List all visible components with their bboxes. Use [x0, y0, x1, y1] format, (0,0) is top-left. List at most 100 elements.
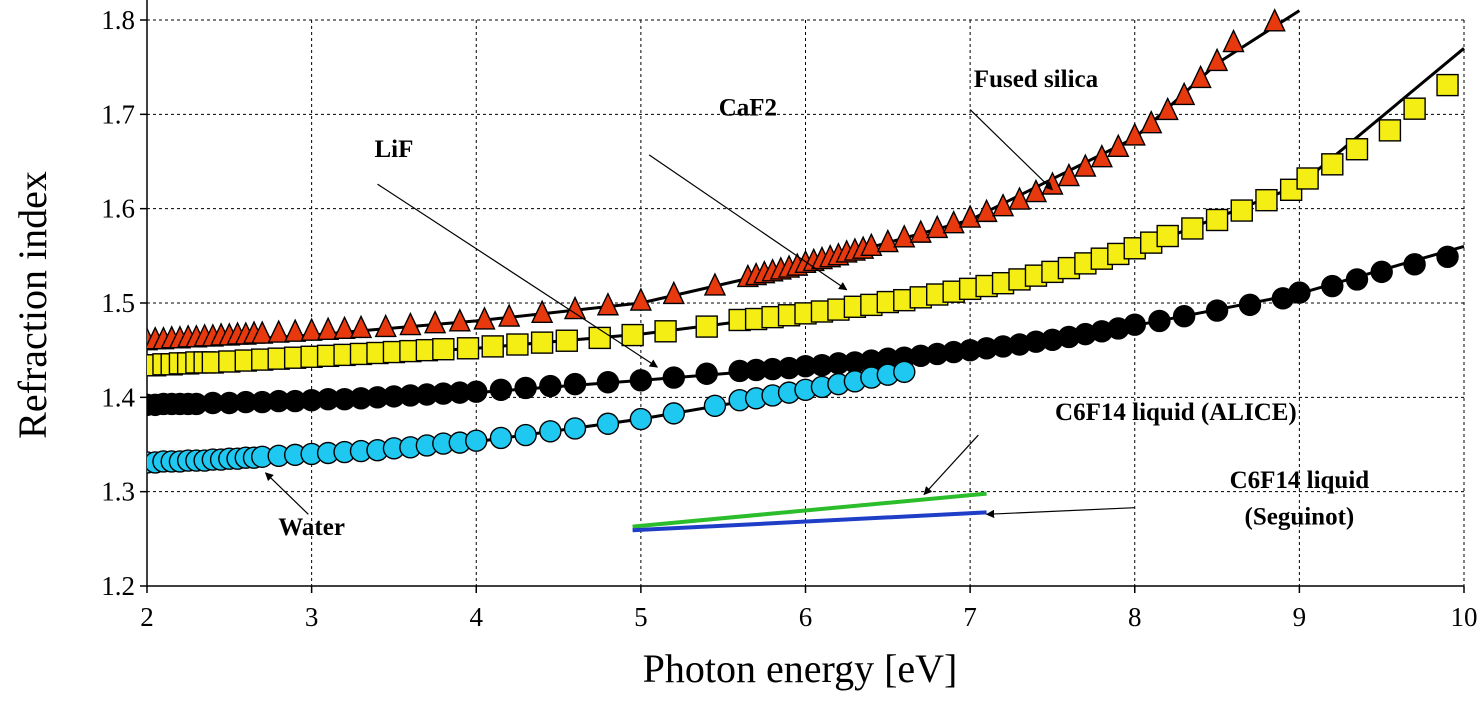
data-point — [621, 323, 644, 347]
data-point — [926, 214, 949, 239]
data-point — [1181, 217, 1204, 240]
data-point — [703, 394, 727, 418]
data-point — [465, 380, 488, 403]
data-point — [876, 228, 899, 253]
x-axis-title: Photon energy [eV] — [643, 646, 958, 691]
annotation-arrow — [923, 434, 979, 496]
data-point — [530, 299, 554, 323]
data-point — [596, 292, 620, 316]
y-tick-label: 1.6 — [101, 194, 135, 224]
data-point — [1057, 162, 1081, 187]
x-tick-label: 3 — [305, 602, 319, 632]
data-point — [1173, 81, 1196, 106]
axes: 2 3 4 5 6 7 8 9 10 1.2 1.3 1.4 1.5 1.6 1.7 1.8 — [101, 0, 1478, 632]
data-point — [1205, 47, 1229, 72]
data-point — [629, 287, 652, 311]
data-point — [465, 429, 488, 452]
fit-curve-ext — [147, 345, 148, 347]
data-point — [514, 376, 537, 400]
data-point — [1140, 110, 1163, 134]
data-point — [563, 372, 587, 396]
data-point — [1321, 274, 1344, 298]
x-tick-label: 7 — [963, 602, 977, 632]
data-point — [1222, 28, 1245, 53]
data-point — [1230, 199, 1253, 222]
y-tick-label: 1.5 — [101, 288, 135, 318]
annotation-arrow — [985, 507, 1135, 519]
data-point — [506, 333, 529, 356]
data-point — [1345, 138, 1369, 161]
data-point — [267, 319, 290, 343]
data-point — [539, 420, 562, 443]
data-point — [1288, 281, 1311, 304]
data-point — [349, 314, 373, 339]
data-point — [629, 369, 653, 392]
data-point — [596, 412, 620, 435]
data-point — [563, 417, 587, 440]
data-point — [893, 224, 916, 248]
annotation-label: C6F14 liquid — [1230, 467, 1370, 494]
y-tick-label: 1.7 — [101, 99, 135, 129]
x-tick-label: 6 — [799, 602, 813, 632]
data-point — [1205, 208, 1229, 232]
x-tick-label: 10 — [1451, 602, 1478, 632]
data-point — [1123, 122, 1146, 146]
data-point — [1156, 96, 1179, 121]
data-point — [539, 374, 562, 398]
data-point — [1156, 224, 1179, 248]
data-point — [489, 426, 513, 450]
data-point — [1345, 268, 1369, 291]
annotation-label: Water — [278, 514, 345, 541]
y-tick-label: 1.3 — [101, 477, 135, 507]
fit-curve-ext — [147, 465, 148, 467]
data-point — [1263, 8, 1286, 32]
data-point — [596, 371, 620, 394]
data-point — [1090, 144, 1113, 168]
annotation-label: (Seguinot) — [1245, 504, 1355, 531]
data-point — [1024, 178, 1048, 203]
data-point — [399, 311, 422, 336]
y-tick-label: 1.8 — [101, 5, 135, 35]
data-point — [860, 232, 883, 257]
annotation-label: C6F14 liquid (ALICE) — [1055, 399, 1297, 426]
data-point — [563, 295, 587, 320]
x-tick-label: 8 — [1128, 602, 1142, 632]
data-point — [662, 402, 685, 425]
series-line — [632, 510, 987, 533]
data-point — [909, 219, 932, 243]
annotation-label: LiF — [374, 136, 413, 163]
data-point — [1238, 293, 1262, 317]
data-point — [1436, 245, 1459, 268]
data-point — [498, 303, 521, 327]
data-point — [1008, 186, 1031, 210]
data-point — [629, 407, 653, 431]
x-tick-label: 5 — [634, 602, 648, 632]
annotations: Fused silica CaF2 LiF Water C6F14 liquid (AL… — [264, 66, 1370, 541]
data-point — [448, 308, 471, 332]
data-point — [1189, 64, 1212, 89]
data-point — [251, 320, 274, 344]
data-point — [1074, 153, 1097, 177]
annotation-label: Fused silica — [974, 66, 1099, 93]
data-point — [1370, 260, 1393, 284]
data-point — [703, 272, 727, 296]
data-point — [975, 198, 998, 223]
data-point — [1436, 73, 1459, 97]
data-point — [1205, 299, 1229, 322]
data-point — [1255, 188, 1278, 212]
liquid-lines — [632, 491, 987, 533]
data-point — [1403, 97, 1426, 120]
annotation-label: CaF2 — [719, 94, 777, 121]
data-point — [1148, 309, 1171, 333]
data-point — [284, 318, 307, 342]
data-point — [942, 210, 965, 234]
annotation-arrow — [648, 154, 848, 291]
annotation-arrow — [377, 183, 659, 368]
data-point — [1378, 119, 1402, 142]
data-point — [662, 366, 685, 389]
x-tick-label: 4 — [470, 602, 484, 632]
annotation-arrow — [969, 109, 1054, 191]
data-point — [695, 315, 718, 338]
data-point — [300, 317, 323, 341]
